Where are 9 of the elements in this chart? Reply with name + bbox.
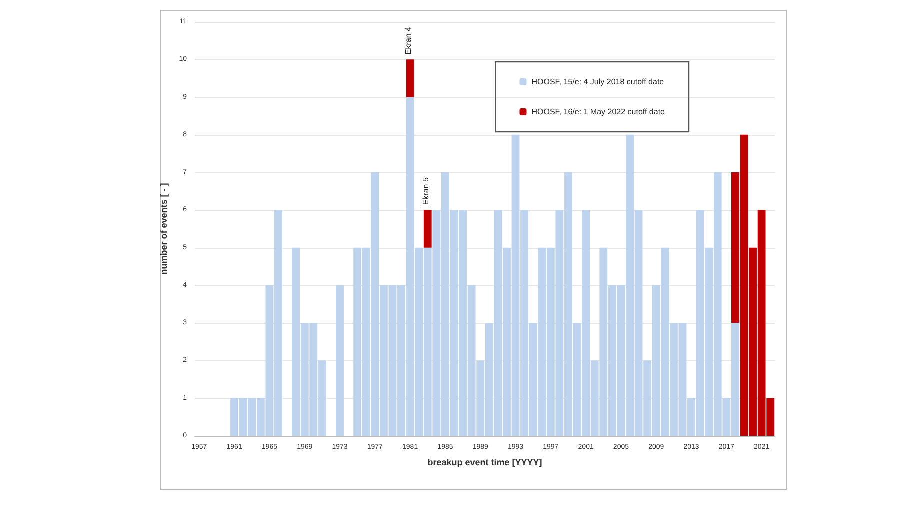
- bar: [336, 285, 344, 436]
- legend-label: HOOSF, 16/e: 1 May 2022 cutoff date: [532, 108, 666, 116]
- legend-label: HOOSF, 15/e: 4 July 2018 cutoff date: [532, 78, 665, 86]
- bar: [406, 60, 414, 98]
- annotation: Ekran 4: [404, 26, 413, 55]
- x-axis-title: breakup event time [YYYY]: [428, 458, 542, 468]
- annotation: Ekran 5: [421, 177, 430, 206]
- y-axis-title: number of events [ - ]: [158, 183, 169, 275]
- bar: [424, 210, 432, 248]
